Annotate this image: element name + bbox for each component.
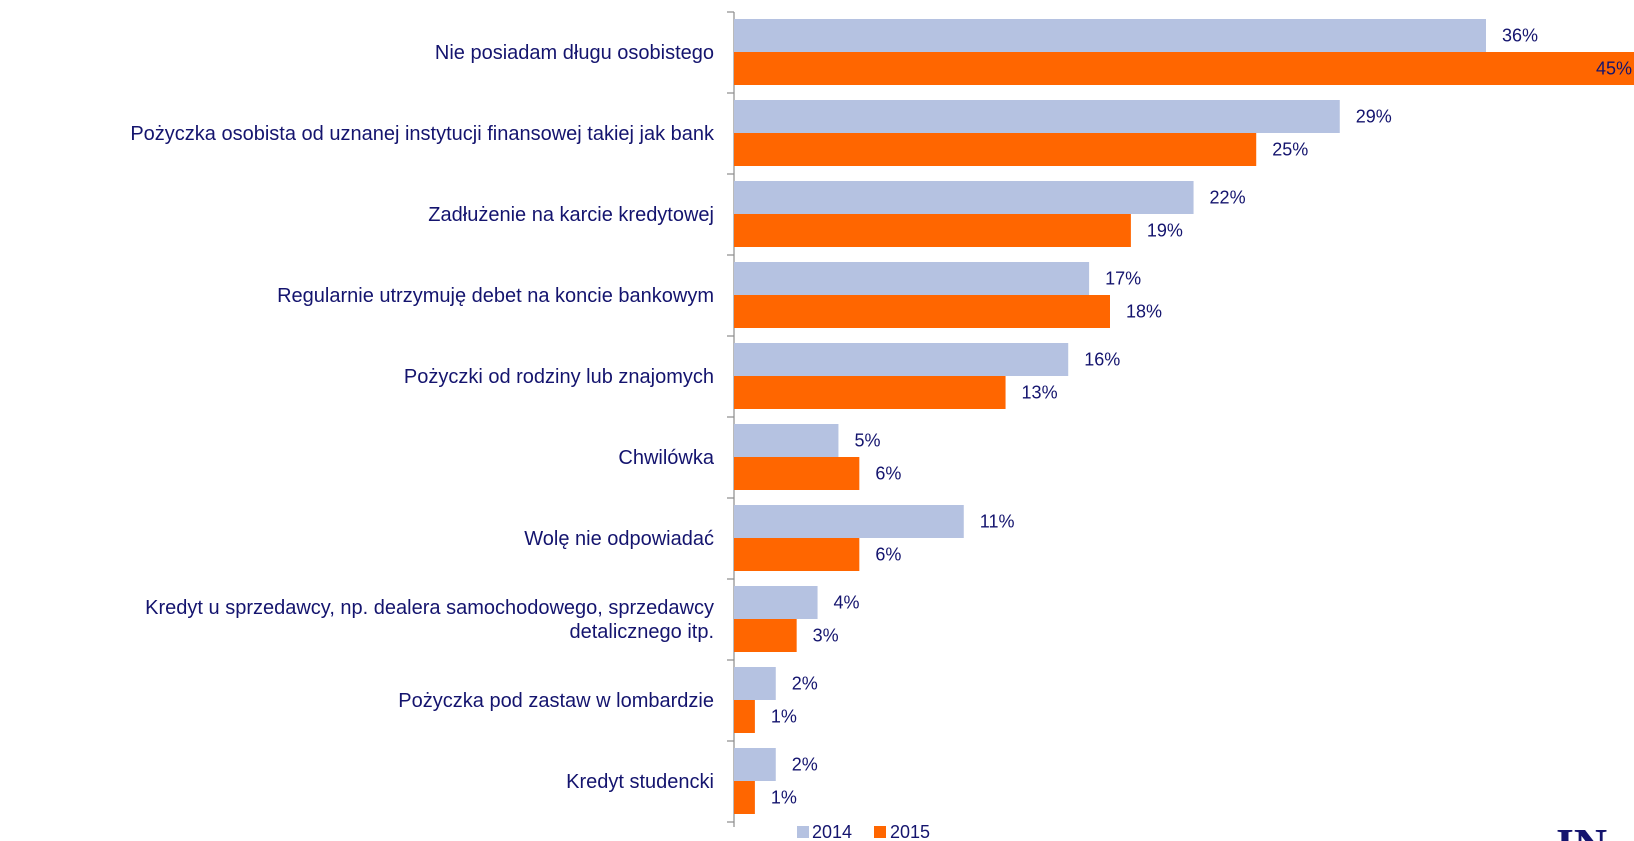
bar-2014 [734, 343, 1069, 376]
data-label-2015: 13% [1022, 383, 1058, 403]
data-label-2014: 29% [1356, 107, 1392, 127]
bar-2014 [734, 262, 1090, 295]
category-label: Nie posiadam długu osobistego [435, 42, 714, 64]
bar-2015 [734, 52, 1634, 85]
data-label-2015: 18% [1126, 302, 1162, 322]
legend: 2014 2015 [797, 822, 930, 841]
data-label-2014: 22% [1210, 188, 1246, 208]
bar-2015 [734, 619, 797, 652]
data-label-2015: 3% [813, 626, 839, 646]
data-label-2015: 25% [1272, 140, 1308, 160]
category-label: Kredyt u sprzedawcy, np. dealera samocho… [145, 597, 714, 619]
data-label-2014: 2% [792, 755, 818, 775]
bar-2014 [734, 667, 776, 700]
category-label: Wolę nie odpowiadać [524, 528, 714, 550]
data-label-2014: 5% [854, 431, 880, 451]
bar-2015 [734, 214, 1131, 247]
bar-2015 [734, 457, 860, 490]
category-label: Pożyczka osobista od uznanej instytucji … [130, 123, 715, 145]
axis-layer [727, 11, 735, 827]
data-label-2015: 1% [771, 707, 797, 727]
legend-swatch-2014 [797, 826, 809, 838]
bar-2014 [734, 748, 776, 781]
legend-label-2014: 2014 [812, 822, 852, 841]
data-label-2014: 2% [792, 674, 818, 694]
data-label-2015: 1% [771, 788, 797, 808]
data-label-2014: 16% [1084, 350, 1120, 370]
bar-2015 [734, 133, 1257, 166]
bar-2015 [734, 538, 860, 571]
bar-2014 [734, 181, 1194, 214]
category-label: Pożyczki od rodziny lub znajomych [404, 366, 714, 388]
category-label: Chwilówka [618, 447, 714, 469]
bar-2015 [734, 700, 755, 733]
logo-text: IN [1556, 819, 1607, 841]
bar-2014 [734, 505, 964, 538]
bar-2014 [734, 424, 839, 457]
data-label-2015: 45% [1596, 59, 1632, 79]
bar-2014 [734, 586, 818, 619]
data-label-2014: 36% [1502, 26, 1538, 46]
data-label-2014: 4% [834, 593, 860, 613]
category-label: Kredyt studencki [566, 771, 714, 793]
data-label-2015: 6% [875, 464, 901, 484]
bar-2015 [734, 781, 755, 814]
bars-layer [734, 19, 1634, 814]
legend-swatch-2015 [874, 826, 886, 838]
data-label-2014: 11% [980, 512, 1015, 532]
legend-label-2015: 2015 [890, 822, 930, 841]
labels-layer: Nie posiadam długu osobistego 36% 45% Pożyc… [130, 26, 1632, 808]
category-label: Zadłużenie na karcie kredytowej [428, 204, 714, 226]
category-label: detalicznego itp. [569, 621, 714, 643]
data-label-2014: 17% [1105, 269, 1141, 289]
category-label: Pożyczka pod zastaw w lombardzie [398, 690, 714, 712]
category-label: Regularnie utrzymuję debet na koncie ban… [277, 285, 714, 307]
bar-2015 [734, 295, 1110, 328]
data-label-2015: 6% [875, 545, 901, 565]
bar-2014 [734, 19, 1486, 52]
bar-2015 [734, 376, 1006, 409]
data-label-2015: 19% [1147, 221, 1183, 241]
bar-2014 [734, 100, 1340, 133]
